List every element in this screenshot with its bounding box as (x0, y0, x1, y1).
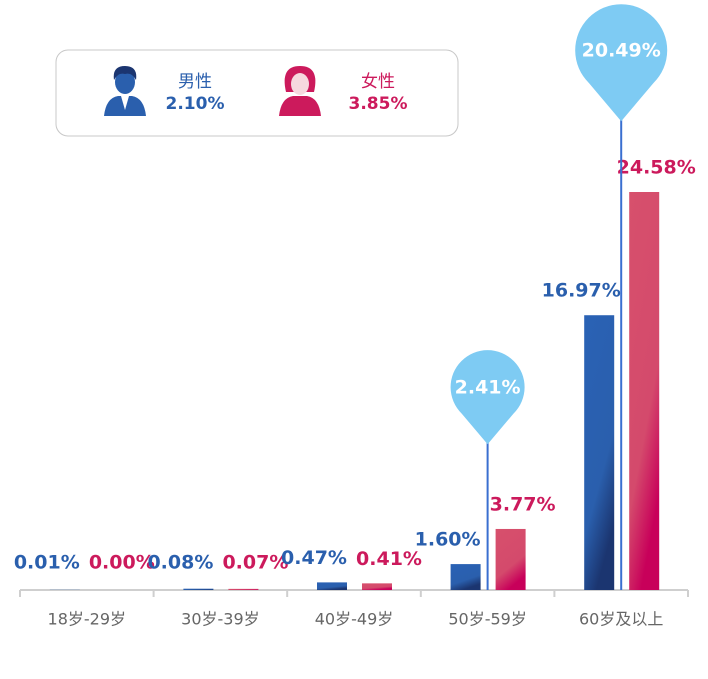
x-tick-label: 50岁-59岁 (448, 610, 527, 629)
data-label: 0.00% (89, 552, 155, 574)
data-label: 0.01% (14, 552, 80, 574)
pin-label: 2.41% (455, 376, 521, 398)
legend-label: 女性 (361, 72, 395, 92)
bar (317, 582, 347, 590)
female-icon (279, 66, 321, 116)
bar (629, 192, 660, 590)
pin (575, 4, 668, 122)
pin (450, 350, 525, 445)
legend-box (55, 49, 459, 137)
male-icon (104, 66, 146, 116)
data-label: 0.08% (147, 552, 213, 574)
data-label: 24.58% (617, 157, 696, 179)
data-label: 3.77% (490, 493, 556, 515)
bar (362, 583, 392, 590)
legend-label: 男性 (178, 72, 212, 92)
x-tick-label: 40岁-49岁 (315, 610, 394, 629)
bar (228, 588, 259, 590)
x-tick-label: 18岁-29岁 (48, 610, 127, 629)
legend-total: 3.85% (349, 94, 408, 114)
data-label: 0.41% (356, 548, 422, 570)
data-label: 0.47% (281, 547, 347, 569)
bar (584, 315, 615, 590)
bar (495, 528, 526, 590)
pin-label: 20.49% (582, 40, 661, 62)
data-label: 1.60% (415, 529, 481, 551)
data-label: 16.97% (542, 280, 621, 302)
bar (450, 564, 481, 590)
bar (183, 588, 214, 590)
x-tick-label: 60岁及以上 (579, 610, 663, 629)
x-tick-label: 30岁-39岁 (181, 610, 260, 629)
legend-total: 2.10% (166, 94, 225, 114)
data-label: 0.07% (222, 552, 288, 574)
